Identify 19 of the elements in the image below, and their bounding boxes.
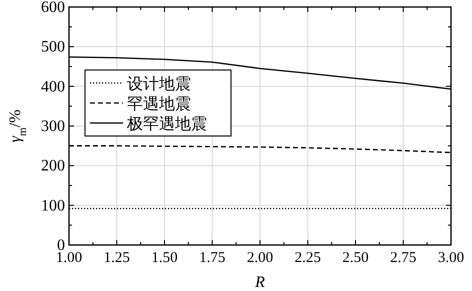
x-tick-label: 1.25: [104, 250, 130, 266]
legend-label: 极罕遇地震: [126, 114, 207, 133]
y-tick-label: 300: [41, 118, 65, 135]
legend-label: 罕遇地震: [127, 94, 191, 113]
y-tick-label: 500: [41, 38, 65, 56]
x-tick-label: 1.75: [199, 250, 226, 266]
y-tick-label: 400: [41, 78, 65, 96]
legend-label: 设计地震: [127, 74, 191, 93]
x-axis-title: R: [254, 274, 266, 291]
x-tick-label: 2.25: [294, 250, 321, 266]
y-tick-label: 200: [41, 158, 65, 175]
y-tick-label: 600: [41, 0, 65, 16]
x-tick-label: 3.00: [438, 250, 464, 266]
x-tick-label: 1.50: [151, 250, 178, 266]
x-tick-label: 2.75: [390, 250, 416, 266]
x-tick-label: 2.00: [246, 250, 274, 266]
x-tick-label: 1.00: [56, 250, 82, 266]
y-tick-label: 100: [41, 197, 65, 214]
x-tick-label: 2.50: [342, 250, 369, 266]
